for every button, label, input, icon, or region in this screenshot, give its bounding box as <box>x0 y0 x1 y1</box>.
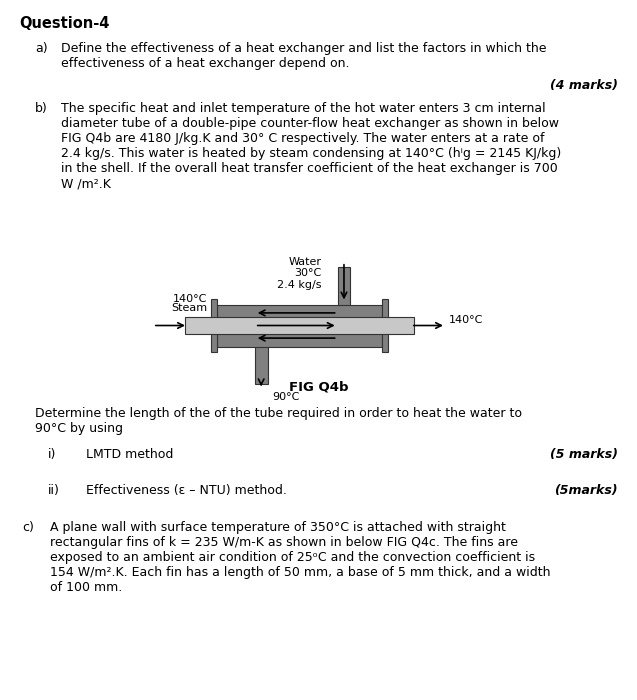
Text: Effectiveness (ε – NTU) method.: Effectiveness (ε – NTU) method. <box>86 484 287 498</box>
Bar <box>255 345 268 384</box>
Text: i): i) <box>48 448 56 461</box>
Text: c): c) <box>22 521 34 534</box>
Text: 90°C: 90°C <box>273 392 300 402</box>
Text: Water
30°C
2.4 kg/s: Water 30°C 2.4 kg/s <box>277 257 322 290</box>
Text: FIG Q4b: FIG Q4b <box>289 381 348 394</box>
Text: The specific heat and inlet temperature of the hot water enters 3 cm internal
di: The specific heat and inlet temperature … <box>61 102 561 190</box>
Text: Define the effectiveness of a heat exchanger and list the factors in which the
e: Define the effectiveness of a heat excha… <box>61 42 546 70</box>
Text: (5 marks): (5 marks) <box>550 448 618 461</box>
Text: 140°C: 140°C <box>173 295 208 304</box>
Text: (5marks): (5marks) <box>554 484 618 498</box>
Bar <box>382 299 388 352</box>
Text: ii): ii) <box>48 484 60 498</box>
Text: (4 marks): (4 marks) <box>550 79 618 92</box>
Bar <box>217 304 382 346</box>
Text: Question-4: Question-4 <box>19 16 110 31</box>
Text: A plane wall with surface temperature of 350°C is attached with straight
rectang: A plane wall with surface temperature of… <box>50 521 550 594</box>
Bar <box>185 316 414 334</box>
Text: LMTD method: LMTD method <box>86 448 173 461</box>
Text: a): a) <box>35 42 48 55</box>
Bar <box>211 299 217 352</box>
Text: 140°C: 140°C <box>449 315 483 325</box>
Text: Steam: Steam <box>171 303 208 313</box>
Text: Determine the length of the of the tube required in order to heat the water to
9: Determine the length of the of the tube … <box>35 407 522 435</box>
Text: b): b) <box>35 102 48 116</box>
Bar <box>338 267 350 306</box>
